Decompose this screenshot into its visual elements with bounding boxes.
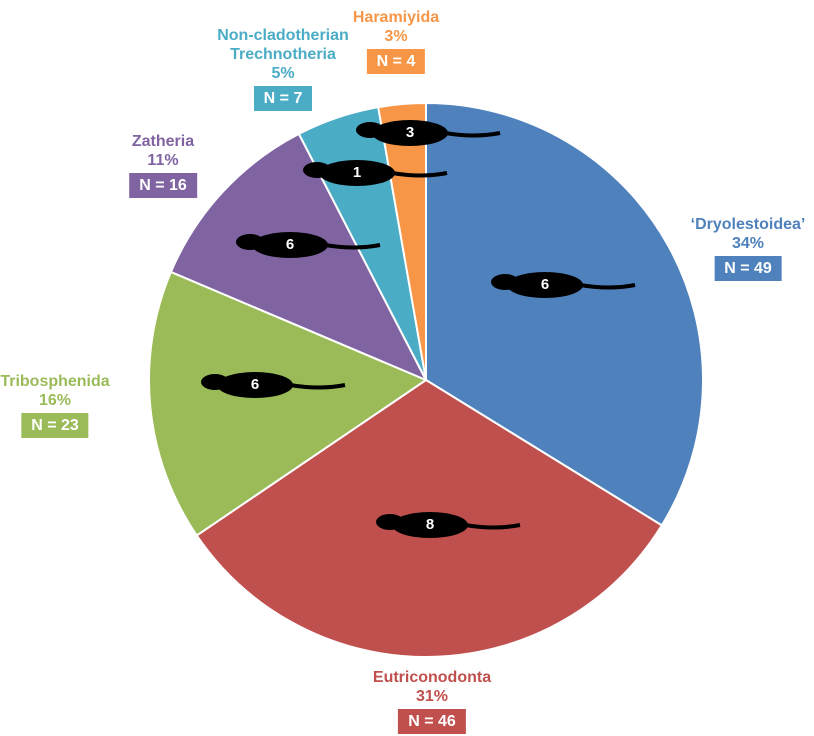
- silhouette: 6: [201, 372, 346, 398]
- silhouette-tail: [324, 243, 381, 250]
- icon-number: 3: [406, 124, 414, 141]
- category-label: Haramiyida: [352, 9, 440, 26]
- silhouette-head: [303, 162, 331, 178]
- silhouette-body: [392, 512, 468, 538]
- category-label: Zatheria: [131, 133, 195, 150]
- percent-label: 16%: [38, 392, 72, 409]
- slice-label: Non-cladotherian Trechnotheria 5% N = 7: [198, 26, 368, 111]
- slice-label: Eutriconodonta 31% N = 46: [373, 668, 491, 734]
- silhouette-head: [236, 234, 264, 250]
- category-label: Eutriconodonta: [372, 669, 492, 686]
- category-label: Non-cladotherian Trechnotheria: [217, 27, 349, 63]
- percent-label: 31%: [415, 688, 449, 705]
- pie-slice: [425, 101, 704, 527]
- slice-label: Tribosphenida 16% N = 23: [0, 372, 110, 438]
- silhouette: 1: [303, 160, 448, 186]
- silhouette: 3: [356, 120, 501, 146]
- silhouette-head: [356, 122, 384, 138]
- silhouette-tail: [579, 283, 636, 290]
- count-label: N = 23: [21, 413, 89, 438]
- slice-label: Haramiyida 3% N = 4: [353, 8, 439, 74]
- silhouette-body: [507, 272, 583, 298]
- silhouette: 6: [491, 272, 636, 298]
- category-label: Tribosphenida: [0, 373, 110, 390]
- icon-number: 6: [251, 376, 259, 393]
- count-label: N = 7: [253, 86, 313, 111]
- silhouette: 8: [376, 512, 521, 538]
- silhouette-tail: [289, 383, 346, 390]
- percent-label: 5%: [271, 65, 295, 82]
- silhouette-head: [491, 274, 519, 290]
- silhouette-head: [376, 514, 404, 530]
- count-label: N = 16: [129, 173, 197, 198]
- icon-number: 6: [541, 276, 549, 293]
- silhouette-body: [252, 232, 328, 258]
- icon-number: 8: [426, 516, 434, 533]
- silhouette-tail: [464, 523, 521, 530]
- count-label: N = 46: [398, 709, 466, 734]
- silhouette-tail: [391, 171, 448, 178]
- slice-label: ‘Dryolestoidea’ 34% N = 49: [690, 215, 806, 281]
- pie-slice: [148, 270, 429, 537]
- percent-label: 3%: [384, 28, 408, 45]
- silhouette: 6: [236, 232, 381, 258]
- silhouette-tail: [444, 131, 501, 138]
- silhouette-body: [217, 372, 293, 398]
- silhouette-head: [201, 374, 229, 390]
- percent-label: 11%: [147, 152, 179, 169]
- category-label: ‘Dryolestoidea’: [690, 216, 806, 233]
- slice-label: Zatheria 11% N = 16: [129, 132, 197, 198]
- count-label: N = 49: [714, 256, 782, 281]
- icon-number: 1: [353, 164, 361, 181]
- icon-number: 6: [286, 236, 294, 253]
- count-label: N = 4: [366, 49, 426, 74]
- silhouette-body: [372, 120, 448, 146]
- silhouette-body: [319, 160, 395, 186]
- percent-label: 34%: [731, 235, 765, 252]
